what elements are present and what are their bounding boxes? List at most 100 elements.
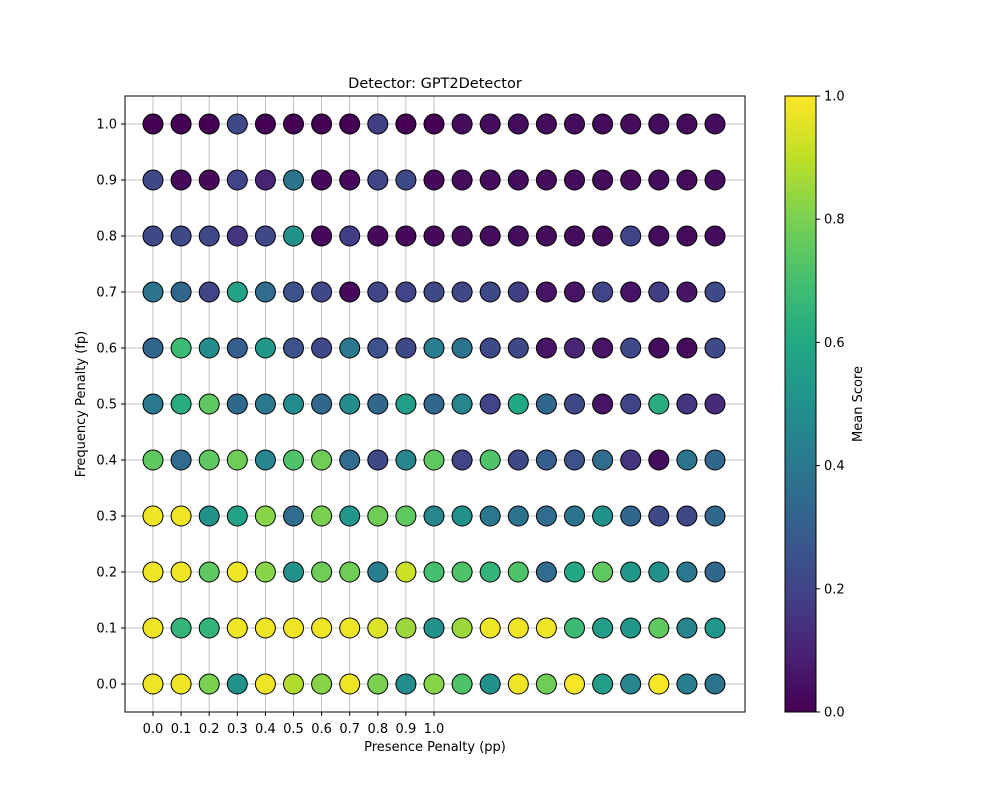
data-point	[676, 561, 698, 583]
colorbar-tick-label: 0.8	[824, 213, 845, 228]
data-point	[395, 225, 417, 247]
data-point	[170, 673, 192, 695]
data-point	[367, 561, 389, 583]
data-point	[451, 617, 473, 639]
x-axis-ticks: 0.0 0.1 0.2 0.3 0.4 0.5 0.6 0.7 0.8 0.9 1.0	[143, 712, 445, 737]
data-point	[142, 561, 164, 583]
data-point	[142, 393, 164, 415]
data-point	[226, 337, 248, 359]
data-point	[564, 449, 585, 471]
data-point	[423, 337, 445, 359]
data-point	[507, 393, 529, 415]
data-point	[620, 337, 642, 359]
data-point	[507, 113, 529, 135]
data-point	[395, 505, 417, 527]
data-point	[479, 281, 501, 303]
y-axis-label: Frequency Penalty (fp)	[74, 331, 89, 477]
data-point	[564, 113, 585, 135]
y-tick-label: 0.3	[96, 510, 117, 525]
data-point	[451, 225, 473, 247]
data-point	[142, 169, 164, 191]
chart-title: Detector: GPT2Detector	[348, 76, 522, 92]
data-point	[507, 561, 529, 583]
data-point	[395, 449, 417, 471]
data-point	[395, 561, 417, 583]
data-point	[535, 225, 557, 247]
data-point	[704, 225, 726, 247]
data-point	[676, 393, 698, 415]
data-point	[592, 169, 614, 191]
data-point	[423, 505, 445, 527]
x-tick-label: 0.4	[255, 722, 276, 737]
data-point	[507, 449, 529, 471]
data-point	[479, 617, 501, 639]
colorbar-tick-label: 1.0	[824, 90, 845, 105]
data-point	[367, 169, 389, 191]
y-tick-label: 0.6	[96, 342, 117, 357]
data-point	[283, 225, 304, 247]
data-point	[395, 169, 417, 191]
data-point	[451, 561, 473, 583]
data-point	[564, 673, 585, 695]
data-point	[367, 617, 389, 639]
data-point	[704, 617, 726, 639]
data-point	[592, 505, 614, 527]
data-point	[339, 337, 361, 359]
data-point	[564, 225, 585, 247]
data-point	[170, 281, 192, 303]
data-point	[367, 337, 389, 359]
data-point	[170, 113, 192, 135]
data-point	[142, 113, 164, 135]
data-point	[254, 113, 276, 135]
data-point	[339, 113, 361, 135]
y-tick-label: 0.5	[96, 398, 117, 413]
x-tick-label: 0.0	[143, 722, 164, 737]
data-point	[648, 561, 670, 583]
data-point	[451, 673, 473, 695]
data-point	[283, 393, 304, 415]
data-point	[226, 673, 248, 695]
data-point	[170, 393, 192, 415]
data-point	[254, 505, 276, 527]
data-point	[676, 449, 698, 471]
data-point	[535, 505, 557, 527]
data-point	[170, 505, 192, 527]
data-point	[367, 113, 389, 135]
y-tick-label: 0.7	[96, 286, 117, 301]
data-point	[564, 337, 585, 359]
data-point	[648, 449, 670, 471]
data-point	[142, 617, 164, 639]
data-point	[339, 281, 361, 303]
data-point	[648, 617, 670, 639]
data-point	[142, 449, 164, 471]
data-point	[367, 225, 389, 247]
x-tick-label: 1.0	[424, 722, 445, 737]
data-point	[395, 393, 417, 415]
data-point	[507, 225, 529, 247]
data-point	[535, 337, 557, 359]
data-point	[254, 281, 276, 303]
data-point	[226, 617, 248, 639]
data-point	[507, 505, 529, 527]
data-point	[535, 113, 557, 135]
data-point	[311, 393, 333, 415]
data-point	[535, 169, 557, 191]
x-tick-label: 0.5	[283, 722, 304, 737]
data-point	[620, 169, 642, 191]
data-point	[620, 673, 642, 695]
data-point	[198, 561, 220, 583]
data-point	[283, 337, 304, 359]
data-point	[564, 561, 585, 583]
data-point	[704, 673, 726, 695]
data-point	[451, 169, 473, 191]
data-point	[198, 225, 220, 247]
data-point	[676, 281, 698, 303]
data-point	[479, 113, 501, 135]
x-tick-label: 0.8	[367, 722, 388, 737]
data-point	[535, 281, 557, 303]
y-tick-label: 0.8	[96, 230, 117, 245]
data-point	[311, 673, 333, 695]
colorbar	[784, 95, 817, 713]
data-point	[198, 337, 220, 359]
data-point	[198, 449, 220, 471]
